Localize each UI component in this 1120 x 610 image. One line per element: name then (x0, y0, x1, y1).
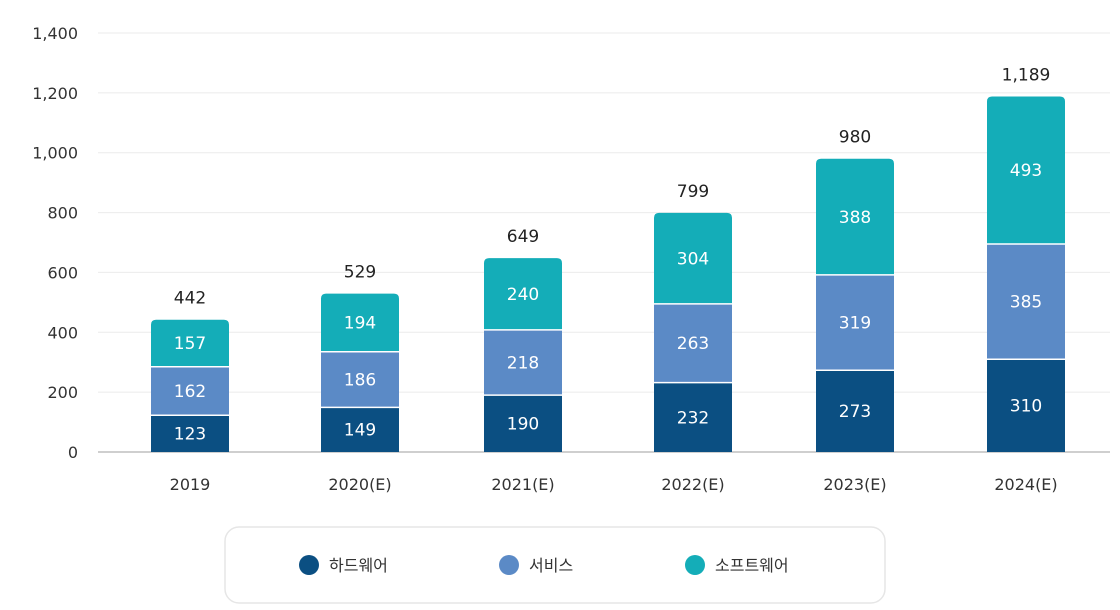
y-tick-label: 200 (47, 383, 78, 402)
bar-value-label: 310 (1010, 397, 1042, 417)
legend-marker (499, 555, 519, 575)
x-tick-label: 2021(E) (491, 475, 554, 494)
bar-segment (484, 329, 562, 396)
bar-segment (321, 407, 399, 452)
legend-marker (685, 555, 705, 575)
y-tick-label: 1,200 (32, 84, 78, 103)
bar-segment (484, 395, 562, 452)
bar-segment (816, 158, 894, 275)
legend-label: 하드웨어 (329, 556, 388, 575)
y-tick-label: 800 (47, 204, 78, 223)
bar-value-label: 218 (507, 354, 539, 374)
bar-stack: 190 218 240 649 (484, 227, 562, 452)
x-tick-label: 2020(E) (328, 475, 391, 494)
legend-label: 소프트웨어 (715, 556, 789, 575)
y-axis-ticks: 0 200 400 600 800 1,000 1,200 1,400 (32, 24, 78, 462)
bar-value-label: 123 (174, 425, 206, 445)
bar-segment (321, 293, 399, 352)
bar-segment (484, 258, 562, 330)
y-tick-label: 600 (47, 263, 78, 282)
bar-stack: 123 162 157 442 (151, 289, 229, 452)
y-tick-label: 400 (47, 323, 78, 342)
bar-value-label: 273 (839, 402, 871, 422)
gridlines (98, 32, 1110, 453)
bar-segment (654, 303, 732, 383)
y-tick-label: 1,000 (32, 144, 78, 163)
bar-value-label: 186 (344, 371, 376, 391)
bar-value-label: 190 (507, 415, 539, 435)
legend-item: 소프트웨어 (685, 555, 789, 575)
bar-stack: 232 263 304 799 (654, 182, 732, 452)
bar-segment (987, 359, 1065, 452)
bar-value-label: 493 (1010, 161, 1042, 181)
bar-segment (321, 351, 399, 408)
bar-stack: 310 385 493 1,189 (987, 65, 1065, 452)
x-tick-label: 2019 (170, 475, 211, 494)
bar-total-label: 649 (507, 227, 539, 247)
legend-item: 서비스 (499, 555, 573, 575)
x-axis-ticks: 2019 2020(E) 2021(E) 2022(E) 2023(E) 2024(E) (170, 475, 1058, 494)
legend: 하드웨어 서비스 소프트웨어 (224, 526, 886, 604)
legend-marker (299, 555, 319, 575)
bar-segment (654, 382, 732, 452)
bar-value-label: 263 (677, 334, 709, 354)
y-tick-label: 1,400 (32, 24, 78, 43)
bar-value-label: 240 (507, 285, 539, 305)
bar-total-label: 442 (174, 289, 206, 309)
bars: 1231621574421491861945291902182406492322… (151, 65, 1065, 452)
x-tick-label: 2024(E) (994, 475, 1057, 494)
bar-value-label: 385 (1010, 293, 1042, 313)
bar-value-label: 319 (839, 314, 871, 334)
bar-segment (151, 366, 229, 416)
bar-value-label: 194 (344, 314, 376, 334)
bar-value-label: 304 (677, 249, 709, 269)
bar-segment (987, 96, 1065, 244)
bar-segment (816, 274, 894, 371)
x-tick-label: 2023(E) (823, 475, 886, 494)
bar-stack: 273 319 388 980 (816, 128, 894, 452)
bar-segment (654, 212, 732, 304)
bar-segment (151, 319, 229, 367)
legend-item: 하드웨어 (299, 555, 388, 575)
bar-segment (151, 415, 229, 452)
bar-value-label: 162 (174, 382, 206, 402)
bar-value-label: 157 (174, 334, 206, 354)
bar-total-label: 799 (677, 182, 709, 202)
bar-value-label: 388 (839, 208, 871, 228)
bar-segment (816, 370, 894, 452)
bar-segment (987, 243, 1065, 360)
bar-total-label: 1,189 (1002, 65, 1051, 85)
legend-box (224, 526, 886, 604)
y-tick-label: 0 (68, 443, 78, 462)
bar-total-label: 980 (839, 128, 871, 148)
x-tick-label: 2022(E) (661, 475, 724, 494)
bar-value-label: 149 (344, 421, 376, 441)
bar-stack: 149 186 194 529 (321, 263, 399, 452)
legend-label: 서비스 (529, 556, 573, 575)
bar-total-label: 529 (344, 263, 376, 283)
bar-value-label: 232 (677, 408, 709, 428)
